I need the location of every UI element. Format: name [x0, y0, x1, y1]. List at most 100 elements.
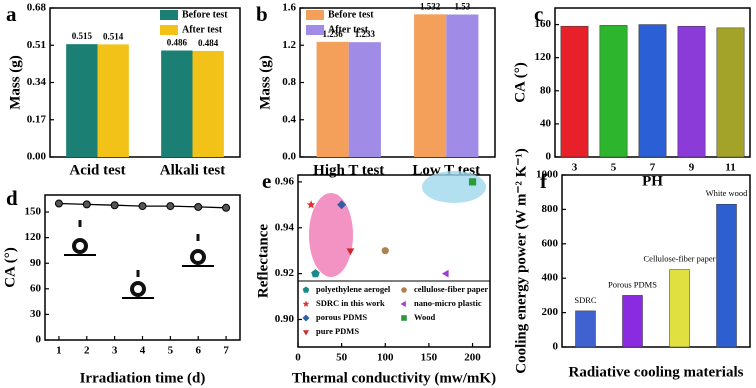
- value-label: 1.53: [454, 2, 470, 12]
- bar-label: SDRC: [574, 295, 597, 305]
- bar: [575, 310, 596, 348]
- point: [381, 247, 389, 255]
- y-tick-label: 0.96: [275, 175, 295, 187]
- y-tick-label: 40: [540, 117, 552, 129]
- x-tick-label: Alkali test: [160, 162, 225, 178]
- legend-label: Before test: [328, 9, 374, 20]
- y-tick-label: 30: [30, 308, 42, 320]
- plot-frame: [44, 194, 241, 341]
- y-axis-label: Mass (g): [7, 55, 23, 110]
- x-tick-label: 150: [421, 352, 438, 364]
- y-tick-label: 80: [540, 84, 552, 96]
- legend-marker: [302, 286, 310, 293]
- point: [306, 200, 316, 209]
- y-tick-label: 1000: [536, 169, 559, 181]
- y-tick-label: 60: [30, 282, 42, 294]
- bar: [716, 27, 745, 158]
- point: [222, 203, 231, 212]
- x-axis-label: PH: [642, 173, 663, 189]
- legend-label: Wood: [414, 312, 436, 322]
- value-label: 0.486: [167, 38, 188, 48]
- x-tick-label: 2: [84, 345, 90, 357]
- y-tick-label: 0.17: [27, 113, 47, 125]
- x-tick-label: 200: [464, 352, 481, 364]
- x-tick-label: 1: [56, 345, 62, 357]
- plot-frame: [561, 174, 751, 348]
- legend-label: After test: [328, 24, 369, 35]
- value-label: 0.514: [103, 31, 124, 41]
- value-label: 1.236: [323, 29, 344, 39]
- point: [441, 269, 449, 278]
- point: [166, 202, 175, 211]
- bar: [161, 50, 193, 158]
- point: [311, 269, 320, 278]
- inset-droplet-highlight: [76, 242, 84, 250]
- x-tick-label: 7: [650, 162, 656, 174]
- bar: [560, 25, 589, 158]
- legend-label: After test: [182, 24, 223, 35]
- x-tick-label: High T test: [313, 162, 384, 178]
- legend-label: polyethylene aerogel: [316, 284, 391, 294]
- y-tick-label: 120: [535, 51, 552, 63]
- point: [82, 200, 91, 209]
- legend-swatch: [160, 10, 178, 20]
- highlight-region: [309, 193, 353, 277]
- y-tick-label: 0: [546, 151, 552, 163]
- legend-marker: [401, 315, 407, 321]
- y-tick-label: 160: [535, 18, 552, 30]
- y-tick-label: 0.90: [275, 313, 295, 325]
- point: [337, 200, 347, 210]
- y-tick-label: 1.6: [282, 2, 296, 14]
- y-tick-label: 0: [36, 334, 42, 346]
- x-tick-label: 5: [611, 162, 617, 174]
- x-tick-label: 3: [112, 345, 118, 357]
- x-tick-label: 50: [336, 352, 348, 364]
- panel-label: e: [262, 169, 271, 193]
- bar: [669, 269, 690, 348]
- legend-label: Before test: [182, 9, 228, 20]
- y-axis-label: CA (°): [2, 247, 18, 288]
- highlight-region: [422, 171, 486, 203]
- y-axis-label: Mass (g): [257, 55, 273, 110]
- y-tick-label: 0.51: [27, 39, 46, 51]
- y-axis-label: Cooling energy power (W m⁻² K⁻¹): [513, 148, 529, 374]
- legend-marker: [401, 287, 407, 293]
- y-tick-label: 0.34: [27, 76, 47, 88]
- value-label: 1.532: [420, 1, 441, 11]
- x-tick-label: 5: [168, 345, 174, 357]
- legend-marker: [303, 330, 309, 336]
- panel-label: f: [540, 169, 548, 193]
- x-tick-label: 0: [295, 352, 301, 364]
- y-tick-label: 150: [25, 206, 42, 218]
- x-tick-label: Acid test: [69, 162, 125, 178]
- legend-swatch: [160, 25, 178, 35]
- x-axis-label: Thermal conductivity (mw/mK): [292, 370, 496, 386]
- bar: [414, 14, 447, 157]
- point: [468, 178, 477, 186]
- bar-label: Cellulose-fiber paper: [644, 254, 716, 264]
- bar: [622, 295, 643, 348]
- y-tick-label: 0.0: [282, 151, 296, 163]
- bar-label: Porous PDMS: [608, 279, 657, 289]
- y-tick-label: 0.92: [275, 267, 295, 279]
- bar: [446, 14, 479, 157]
- y-tick-label: 200: [542, 306, 559, 318]
- y-tick-label: 0.00: [27, 151, 47, 163]
- legend-label: nano-micro plastic: [414, 298, 482, 308]
- point: [346, 248, 355, 256]
- legend-marker: [400, 301, 406, 307]
- inset-droplet-highlight: [194, 253, 202, 261]
- inset-droplet-highlight: [134, 285, 142, 293]
- y-tick-label: 1.2: [282, 39, 296, 51]
- x-tick-label: 7: [223, 345, 229, 357]
- point: [194, 202, 203, 211]
- x-axis-label: Radiative cooling materials: [569, 364, 744, 380]
- y-tick-label: 800: [542, 203, 559, 215]
- point: [110, 201, 119, 210]
- legend-marker: [302, 314, 310, 322]
- y-tick-label: 600: [542, 237, 559, 249]
- bar: [316, 41, 349, 157]
- x-axis-label: Irradiation time (d): [80, 370, 206, 386]
- legend-label: SDRC in this work: [316, 298, 385, 308]
